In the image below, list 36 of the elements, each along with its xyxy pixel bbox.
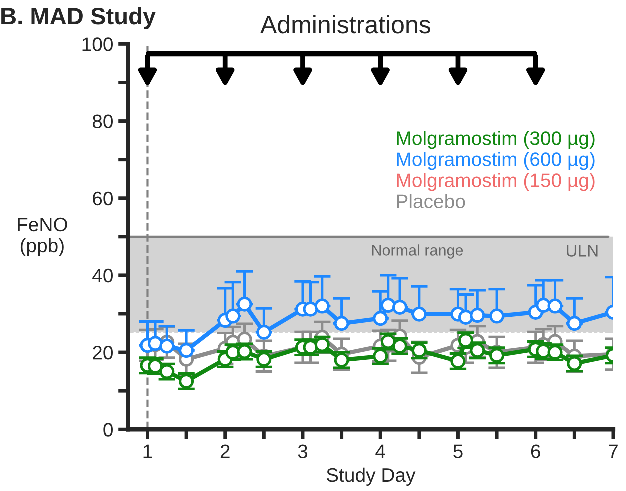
chart-title: B. MAD Study: [2, 7, 156, 30]
x-tick-label: 3: [298, 444, 308, 458]
y-tick-label: 60: [93, 192, 113, 206]
y-tick-label: 40: [92, 268, 113, 283]
x-tick-label: 5: [454, 444, 463, 458]
point: [470, 308, 486, 324]
x-tick-label: 6: [531, 444, 540, 458]
point: [303, 302, 318, 317]
y-tick-label: 100: [82, 38, 113, 52]
x-tick-label: 4: [376, 444, 386, 458]
point: [458, 310, 474, 325]
y-tick-label: 0: [104, 423, 113, 437]
point: [380, 298, 396, 314]
text: Administrations: [260, 15, 430, 34]
point: [256, 324, 272, 340]
ref-line-label: ULN: [567, 245, 598, 257]
y-tick-label: 20: [93, 346, 113, 360]
text: Placebo: [397, 194, 466, 208]
point: [179, 343, 194, 358]
x-tick-label: 2: [220, 444, 230, 458]
point: [334, 316, 350, 332]
point: [373, 311, 388, 326]
x-tick-label: 1: [144, 444, 152, 458]
point: [237, 296, 252, 312]
legend-label: Molgramostim (150 µg): [397, 173, 595, 192]
point: [412, 306, 427, 322]
x-tick-label: 7: [609, 444, 618, 458]
y-tick-label: 80: [92, 114, 113, 129]
x-axis-title: Study Day: [326, 468, 416, 486]
point: [567, 316, 582, 332]
point: [490, 308, 505, 324]
point: [536, 298, 552, 314]
y-axis-title: FeNO (ppb): [18, 218, 68, 256]
band-label: Normal range: [372, 244, 464, 259]
text: Molgramostim (300 µg): [397, 131, 595, 150]
text: Molgramostim (600 µg): [397, 152, 595, 170]
